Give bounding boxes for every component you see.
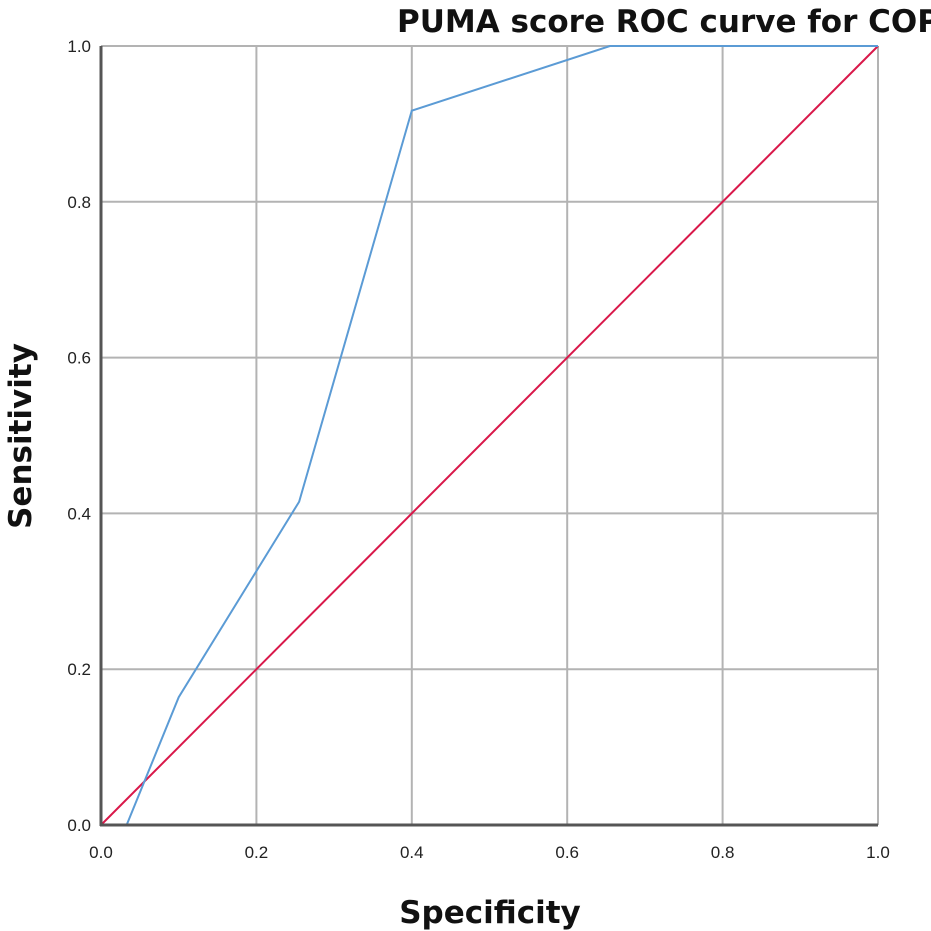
y-tick-label: 1.0 [67,37,91,56]
reference-line [100,45,879,826]
y-axis-label: Sensitivity [3,343,39,529]
chart-title: PUMA score ROC curve for COPD screening [397,4,931,40]
y-tick-label: 0.2 [67,660,91,679]
series [100,45,879,826]
tick-labels: 0.0 0.2 0.4 0.6 0.8 1.0 0.0 0.2 0.4 0.6 0.8 1.0 [67,37,889,862]
axes [99,46,878,827]
x-tick-label: 0.6 [555,843,579,862]
x-tick-label: 0.4 [400,843,424,862]
y-tick-label: 0.4 [67,504,91,523]
grid [100,45,879,826]
y-tick-label: 0.6 [67,349,91,368]
x-tick-label: 0.8 [711,843,735,862]
x-axis-label: Specificity [399,895,581,931]
x-tick-label: 1.0 [866,843,890,862]
x-tick-label: 0.2 [245,843,269,862]
y-tick-label: 0.8 [67,193,91,212]
y-tick-label: 0.0 [67,816,91,835]
x-tick-label: 0.0 [89,843,113,862]
